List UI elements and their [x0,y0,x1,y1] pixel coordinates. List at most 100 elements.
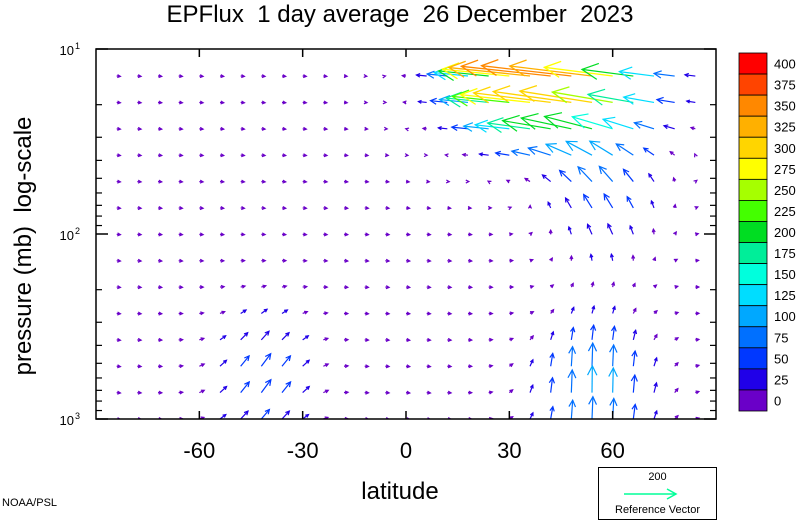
flux-arrow-head [468,311,474,316]
flux-arrow-head [632,328,638,335]
flux-arrow-head [406,258,412,263]
flux-arrow-head [220,284,226,289]
flux-arrow-head [582,193,590,201]
flux-arrow-head [264,330,270,336]
flux-arrow-head [199,232,205,237]
flux-arrow-head [487,205,493,210]
flux-arrow-head [344,390,350,395]
flux-arrow-head [158,100,164,105]
flux-arrow-head [609,343,618,353]
flux-arrow [577,166,593,182]
flux-arrow [552,91,613,104]
flux-arrow-head [447,232,453,237]
flux-arrow-head [324,337,330,342]
flux-arrow-head [674,285,680,289]
flux-arrow-head [137,364,143,369]
flux-arrow-head [588,395,598,405]
flux-arrow-head [303,206,308,211]
flux-arrow-head [467,205,473,210]
flux-arrow-head [653,356,658,362]
flux-arrow-head [468,337,474,342]
flux-arrow [550,331,554,341]
flux-arrow [653,72,675,77]
flux-arrow-head [695,364,701,368]
flux-arrow-head [569,254,574,260]
flux-arrow-head [117,390,122,395]
flux-arrow [623,96,655,104]
flux-arrow-head [529,258,535,263]
flux-arrow-head [542,60,562,78]
flux-arrow-head [261,206,267,211]
flux-arrow-head [567,368,577,379]
flux-arrow-head [631,349,638,357]
flux-arrow-head [263,308,269,313]
flux-arrow-head [241,153,246,158]
flux-arrow-head [323,179,329,184]
flux-arrow-head [427,258,432,263]
y-axis-label: pressure (mb) log-scale [10,116,37,376]
flux-arrow-head [468,417,473,419]
y-tick-exponent: 3 [75,411,80,421]
flux-arrow [463,125,489,130]
flux-arrow-head [489,311,494,316]
flux-arrow-head [241,100,246,105]
flux-arrow-head [285,331,290,337]
flux-arrow-head [543,112,563,129]
flux-arrow-head [580,62,600,80]
flux-arrow-head [528,231,533,236]
flux-arrow-head [158,206,164,211]
flux-arrow-head [241,126,246,131]
flux-arrow-head [282,74,288,79]
flux-arrow-head [609,397,618,407]
flux-arrow-head [653,333,658,339]
flux-arrow-head [282,179,288,184]
colorbar-label: 325 [774,120,796,135]
flux-arrow-head [344,311,350,316]
flux-arrow-head [527,204,533,209]
colorbar-swatch [738,115,768,138]
flux-arrow-head [547,200,552,206]
flux-arrow-head [509,337,515,342]
flux-arrow-head [179,179,184,184]
flux-arrow-head [447,337,453,342]
flux-arrow-head [158,153,164,158]
flux-arrow-head [283,309,289,314]
flux-arrow-head [694,232,700,237]
flux-arrow-head [365,311,370,316]
flux-arrow-head [577,165,586,175]
flux-arrow-head [519,113,539,130]
flux-arrow-head [447,390,453,395]
flux-arrow-head [241,232,246,237]
flux-arrow-head [587,364,598,376]
flux-arrow-head [550,330,555,336]
flux-arrow [632,404,636,419]
colorbar-swatch [738,200,768,222]
flux-arrow-head [324,311,329,316]
flux-arrow-head [693,179,698,184]
flux-arrow-head [303,153,308,158]
flux-arrow-head [282,232,288,237]
flux-arrow-head [158,285,164,290]
flux-arrow-head [444,91,463,108]
colorbar-swatch [738,242,768,264]
flux-arrow-head [261,126,267,131]
flux-arrow [634,122,655,130]
flux-arrow-head [323,206,329,211]
flux-arrow-head [344,337,350,342]
flux-arrow-head [117,74,122,79]
flux-arrow [570,400,574,419]
flux-arrow-head [179,258,184,263]
flux-arrow-head [220,206,226,211]
flux-arrow-head [631,254,636,259]
flux-arrow-head [365,285,370,290]
flux-arrow [502,120,551,130]
flux-arrow-head [303,126,308,131]
flux-arrow [632,350,636,367]
flux-arrow [572,116,613,130]
flux-arrow-head [223,359,228,364]
flux-arrow-head [607,222,612,229]
flux-arrow-head [509,285,515,290]
flux-arrow-head [631,282,636,287]
flux-arrow-head [564,196,570,203]
flux-arrow-head [261,74,267,79]
